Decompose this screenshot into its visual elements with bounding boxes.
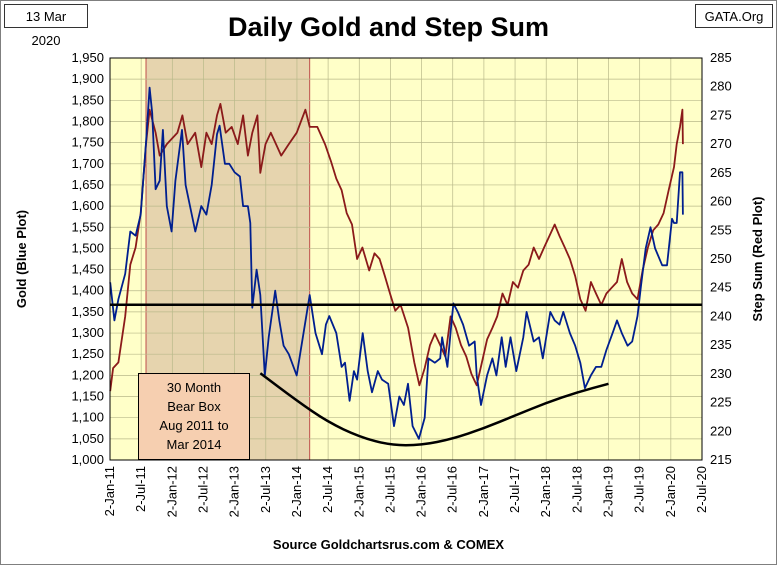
bear-box-line-3: Aug 2011 to [159, 418, 229, 433]
x-axis: 2-Jan-11 2-Jul-11 2-Jan-12 2-Jul-12 2-Jan-13… [102, 466, 709, 517]
x-tick-label: 2-Jan-19 [601, 466, 616, 517]
left-tick-label: 1,450 [71, 262, 104, 277]
x-tick-label: 2-Jul-11 [133, 466, 148, 512]
left-tick-label: 1,950 [71, 50, 104, 65]
right-tick-label: 230 [710, 366, 732, 381]
left-tick-label: 1,300 [71, 325, 104, 340]
x-tick-label: 2-Jul-18 [569, 466, 584, 513]
date-label: 13 Mar 2020 [4, 4, 88, 48]
x-tick-label: 2-Jul-14 [320, 466, 335, 513]
x-tick-label: 2-Jan-11 [102, 466, 117, 516]
x-tick-label: 2-Jul-15 [382, 466, 397, 513]
x-tick-label: 2-Jan-18 [538, 466, 553, 517]
x-tick-label: 2-Jul-19 [632, 466, 647, 513]
right-tick-label: 285 [710, 50, 732, 65]
x-tick-label: 2-Jul-17 [507, 466, 522, 513]
x-tick-label: 2-Jan-13 [227, 466, 242, 517]
right-tick-label: 255 [710, 222, 732, 237]
right-tick-label: 250 [710, 251, 732, 266]
right-tick-label: 245 [710, 280, 732, 295]
left-tick-label: 1,700 [71, 156, 104, 171]
bear-box-line-1: 30 Month [166, 380, 222, 395]
left-tick-label: 1,800 [71, 113, 104, 128]
left-tick-label: 1,200 [71, 367, 104, 382]
left-tick-label: 1,500 [71, 240, 104, 255]
right-tick-label: 280 [710, 79, 732, 94]
chart-title: Daily Gold and Step Sum [227, 12, 550, 42]
left-tick-label: 1,600 [71, 198, 104, 213]
x-tick-label: 2-Jan-15 [351, 466, 366, 517]
left-tick-label: 1,250 [71, 346, 104, 361]
x-tick-label: 2-Jan-14 [289, 466, 304, 517]
right-axis-title: Step Sum (Red Plot) [750, 197, 765, 322]
right-tick-label: 260 [710, 194, 732, 209]
x-tick-label: 2-Jan-12 [164, 466, 179, 517]
left-tick-label: 1,650 [71, 177, 104, 192]
right-axis: 215 220 225 230 235 240 245 250 255 260 265 270 275 2… [710, 50, 732, 467]
left-axis-title: Gold (Blue Plot) [14, 210, 29, 308]
x-tick-label: 2-Jul-12 [195, 466, 210, 513]
right-tick-label: 225 [710, 395, 732, 410]
x-tick-label: 2-Jul-13 [258, 466, 273, 513]
source-note: Source Goldchartsrus.com & COMEX [272, 537, 505, 552]
left-tick-label: 1,550 [71, 219, 104, 234]
right-tick-label: 270 [710, 136, 732, 151]
x-tick-label: 2-Jul-20 [694, 466, 709, 513]
site-label: GATA.Org [695, 4, 773, 28]
right-tick-label: 265 [710, 165, 732, 180]
bear-box-annotation: 30 Month Bear Box Aug 2011 to Mar 2014 [138, 373, 250, 460]
x-tick-label: 2-Jan-17 [476, 466, 491, 517]
left-tick-label: 1,400 [71, 283, 104, 298]
left-axis: 1,000 1,050 1,100 1,150 1,200 1,250 1,300 1,350… [71, 50, 104, 467]
left-tick-label: 1,350 [71, 304, 104, 319]
left-tick-label: 1,050 [71, 431, 104, 446]
right-tick-label: 240 [710, 308, 732, 323]
x-tick-label: 2-Jul-16 [445, 466, 460, 513]
bear-box-line-2: Bear Box [167, 399, 221, 414]
left-tick-label: 1,850 [71, 92, 104, 107]
left-tick-label: 1,000 [71, 452, 104, 467]
left-tick-label: 1,750 [71, 135, 104, 150]
right-tick-label: 275 [710, 107, 732, 122]
right-tick-label: 220 [710, 423, 732, 438]
x-tick-label: 2-Jan-20 [663, 466, 678, 517]
left-tick-label: 1,150 [71, 389, 104, 404]
left-tick-label: 1,100 [71, 410, 104, 425]
right-tick-label: 215 [710, 452, 732, 467]
right-tick-label: 235 [710, 337, 732, 352]
x-tick-label: 2-Jan-16 [414, 466, 429, 517]
plot-border [109, 57, 703, 461]
gold-series-line [109, 86, 684, 440]
annotation-layer [110, 303, 702, 447]
left-tick-label: 1,900 [71, 71, 104, 86]
trend-curve [259, 372, 609, 447]
bear-box-line-4: Mar 2014 [166, 437, 222, 452]
